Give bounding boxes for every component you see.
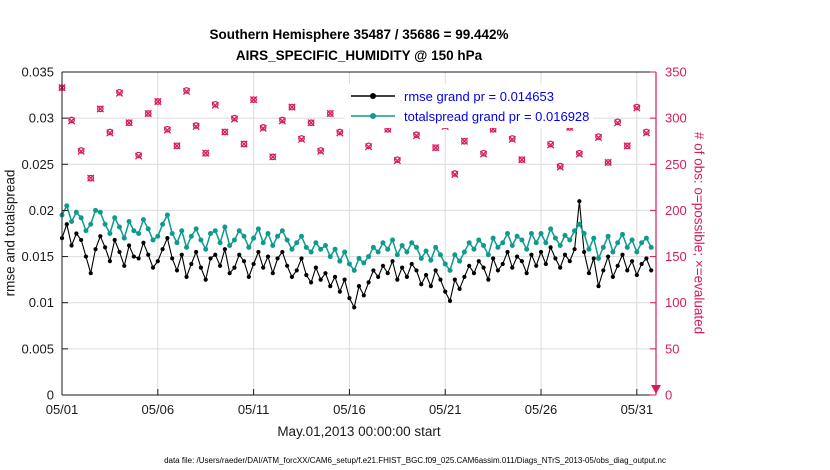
svg-text:0.005: 0.005 bbox=[21, 341, 54, 356]
legend: rmse grand pr = 0.014653 totalspread gra… bbox=[345, 84, 594, 128]
y-axis-label-right: # of obs: o=possible; ×=evaluated bbox=[691, 131, 707, 335]
rmse-series bbox=[59, 199, 654, 310]
svg-text:150: 150 bbox=[665, 249, 687, 264]
svg-text:0.025: 0.025 bbox=[21, 157, 54, 172]
axis-end-arrow-icon bbox=[651, 385, 661, 394]
svg-text:05/21: 05/21 bbox=[429, 402, 462, 417]
axes bbox=[61, 71, 657, 396]
svg-text:0.015: 0.015 bbox=[21, 249, 54, 264]
legend-row-totalspread: totalspread grand pr = 0.016928 bbox=[349, 106, 589, 126]
tick-marks bbox=[61, 71, 656, 396]
totalspread-series bbox=[59, 203, 654, 273]
svg-text:300: 300 bbox=[665, 111, 687, 126]
svg-text:05/01: 05/01 bbox=[46, 402, 79, 417]
x-tick-labels: 05/01 05/06 05/11 05/16 05/21 05/26 05/31 bbox=[46, 402, 653, 417]
page-subtitle: AIRS_SPECIFIC_HUMIDITY @ 150 hPa bbox=[235, 48, 483, 63]
svg-text:200: 200 bbox=[665, 203, 687, 218]
svg-text:0.035: 0.035 bbox=[21, 65, 54, 80]
svg-text:05/16: 05/16 bbox=[333, 402, 366, 417]
svg-text:250: 250 bbox=[665, 157, 687, 172]
legend-row-rmse: rmse grand pr = 0.014653 bbox=[349, 86, 589, 106]
svg-text:05/31: 05/31 bbox=[621, 402, 654, 417]
svg-text:05/11: 05/11 bbox=[238, 402, 270, 417]
svg-text:100: 100 bbox=[665, 295, 687, 310]
data-file-path: data file: /Users/raeder/DAI/ATM_forcXX/… bbox=[164, 456, 666, 465]
page-title: Southern Hemisphere 35487 / 35686 = 99.4… bbox=[209, 27, 509, 42]
svg-text:350: 350 bbox=[665, 65, 687, 80]
y-tick-labels-right: 0 50 100 150 200 250 300 350 bbox=[665, 65, 687, 403]
svg-text:05/06: 05/06 bbox=[142, 402, 175, 417]
legend-sample-rmse-icon bbox=[351, 93, 395, 99]
svg-text:0: 0 bbox=[665, 388, 672, 403]
title-block: Southern Hemisphere 35487 / 35686 = 99.4… bbox=[62, 24, 656, 66]
svg-text:05/26: 05/26 bbox=[525, 402, 558, 417]
svg-text:50: 50 bbox=[665, 341, 679, 356]
legend-sample-totalspread-icon bbox=[351, 113, 395, 119]
svg-text:0.03: 0.03 bbox=[29, 111, 54, 126]
legend-label-rmse: rmse grand pr = 0.014653 bbox=[404, 88, 554, 104]
y-tick-labels-left: 0 0.005 0.01 0.015 0.02 0.025 0.03 0.035 bbox=[21, 65, 54, 403]
y-axis-label-left: rmse and totalspread bbox=[2, 169, 18, 297]
legend-label-totalspread: totalspread grand pr = 0.016928 bbox=[404, 108, 590, 124]
svg-text:0.01: 0.01 bbox=[29, 295, 54, 310]
x-axis-label: May.01,2013 00:00:00 start bbox=[277, 424, 441, 439]
svg-text:0: 0 bbox=[47, 388, 54, 403]
svg-text:0.02: 0.02 bbox=[29, 203, 54, 218]
